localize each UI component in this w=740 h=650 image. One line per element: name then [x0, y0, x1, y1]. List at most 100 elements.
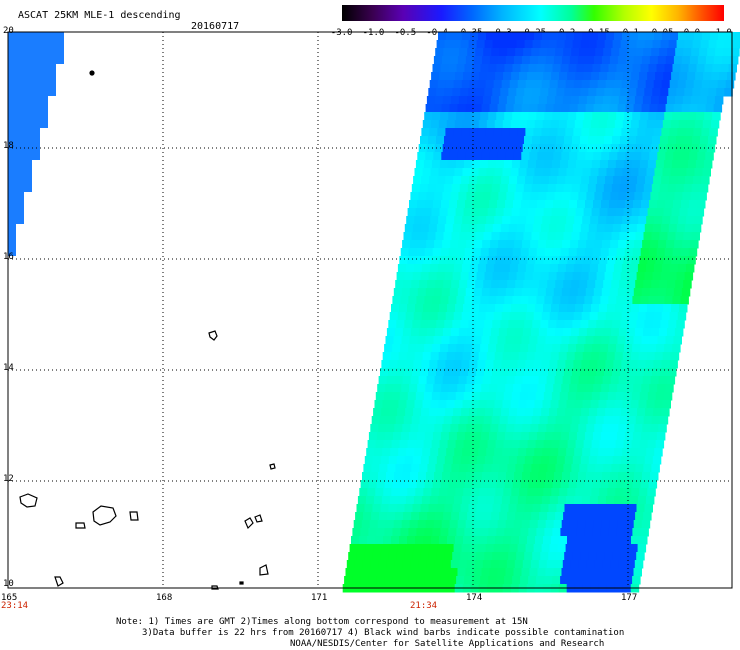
- swath-cell: [608, 112, 617, 121]
- swath-cell: [516, 224, 526, 233]
- swath-cell: [670, 168, 679, 177]
- swath-cell: [451, 416, 461, 425]
- swath-cell: [577, 288, 587, 297]
- swath-cell: [399, 304, 408, 313]
- swath-cell: [477, 408, 486, 417]
- swath-cell: [396, 552, 405, 561]
- swath-cell: [384, 576, 393, 585]
- swath-cell: [545, 336, 554, 345]
- swath-cell: [489, 152, 498, 161]
- swath-cell: [582, 216, 591, 225]
- swath-cell: [24, 112, 32, 120]
- swath-cell: [525, 408, 534, 417]
- swath-cell: [561, 104, 571, 113]
- swath-cell: [507, 512, 516, 521]
- swath-cell: [425, 520, 435, 529]
- swath-cell: [359, 488, 368, 497]
- swath-cell: [669, 264, 679, 273]
- swath-cell: [606, 400, 615, 409]
- swath-cell: [665, 384, 674, 393]
- swath-cell: [514, 560, 524, 569]
- island: [254, 514, 263, 523]
- swath-cell: [641, 56, 651, 65]
- swath-cell: [491, 232, 500, 241]
- swath-cell: [681, 56, 691, 65]
- swath-cell: [609, 384, 618, 393]
- swath-cell: [454, 32, 463, 41]
- swath-cell: [506, 96, 516, 105]
- swath-cell: [658, 328, 668, 337]
- swath-cell: [650, 144, 660, 153]
- swath-cell: [486, 120, 496, 129]
- swath-cell: [620, 40, 630, 49]
- swath-cell: [615, 488, 624, 497]
- swath-cell: [540, 456, 550, 465]
- swath-cell: [665, 336, 674, 345]
- swath-cell: [501, 264, 511, 273]
- swath-cell: [505, 384, 514, 393]
- swath-cell: [8, 248, 16, 256]
- swath-cell: [649, 56, 659, 65]
- swath-cell: [505, 336, 514, 345]
- swath-cell: [496, 344, 505, 353]
- swath-cell: [642, 96, 652, 105]
- swath-cell: [429, 408, 438, 417]
- swath-cell: [411, 416, 421, 425]
- swath-cell: [469, 544, 479, 553]
- swath-cell: [502, 400, 511, 409]
- swath-cell: [437, 496, 447, 505]
- swath-cell: [487, 488, 496, 497]
- swath-cell: [569, 56, 579, 65]
- swath-cell: [698, 144, 708, 153]
- swath-cell: [444, 456, 454, 465]
- swath-cell: [603, 184, 613, 193]
- swath-cell: [582, 352, 592, 361]
- swath-cell: [554, 424, 563, 433]
- swath-cell: [614, 448, 623, 457]
- swath-cell: [493, 80, 503, 89]
- swath-time-left: 23:14: [1, 601, 29, 611]
- swath-cell: [462, 448, 471, 457]
- swath-cell: [391, 392, 401, 401]
- swath-cell: [478, 32, 487, 41]
- swath-cell: [570, 192, 579, 201]
- swath-cell: [634, 424, 643, 433]
- swath-cell: [529, 152, 538, 161]
- swath-cell: [619, 184, 629, 193]
- swath-cell: [413, 544, 423, 553]
- swath-cell: [493, 360, 502, 369]
- swath-cell: [32, 96, 40, 104]
- swath-cell: [420, 504, 429, 513]
- swath-cell: [356, 504, 365, 513]
- swath-cell: [24, 40, 32, 48]
- swath-cell: [577, 568, 586, 577]
- swath-cell: [365, 544, 375, 553]
- swath-cell: [559, 256, 568, 265]
- swath-cell: [665, 288, 675, 297]
- swath-cell: [688, 64, 697, 73]
- swath-cell: [432, 64, 441, 73]
- swath-cell: [568, 528, 577, 537]
- swath-cell: [603, 464, 612, 473]
- swath-cell: [352, 576, 361, 585]
- swath-cell: [401, 384, 410, 393]
- swath-cell: [440, 112, 449, 121]
- swath-cell: [24, 32, 32, 40]
- swath-cell: [461, 312, 471, 321]
- swath-cell: [636, 320, 645, 329]
- swath-cell: [586, 144, 596, 153]
- swath-cell: [407, 256, 416, 265]
- swath-cell: [693, 128, 702, 137]
- swath-cell: [535, 304, 544, 313]
- swath-cell: [599, 160, 609, 169]
- swath-cell: [24, 184, 32, 192]
- swath-cell: [536, 432, 546, 441]
- swath-cell: [561, 200, 570, 209]
- swath-cell: [524, 88, 533, 97]
- swath-cell: [485, 80, 495, 89]
- swath-cell: [481, 200, 490, 209]
- swath-cell: [534, 32, 543, 41]
- swath-cell: [385, 384, 394, 393]
- swath-cell: [442, 192, 451, 201]
- swath-cell: [593, 104, 603, 113]
